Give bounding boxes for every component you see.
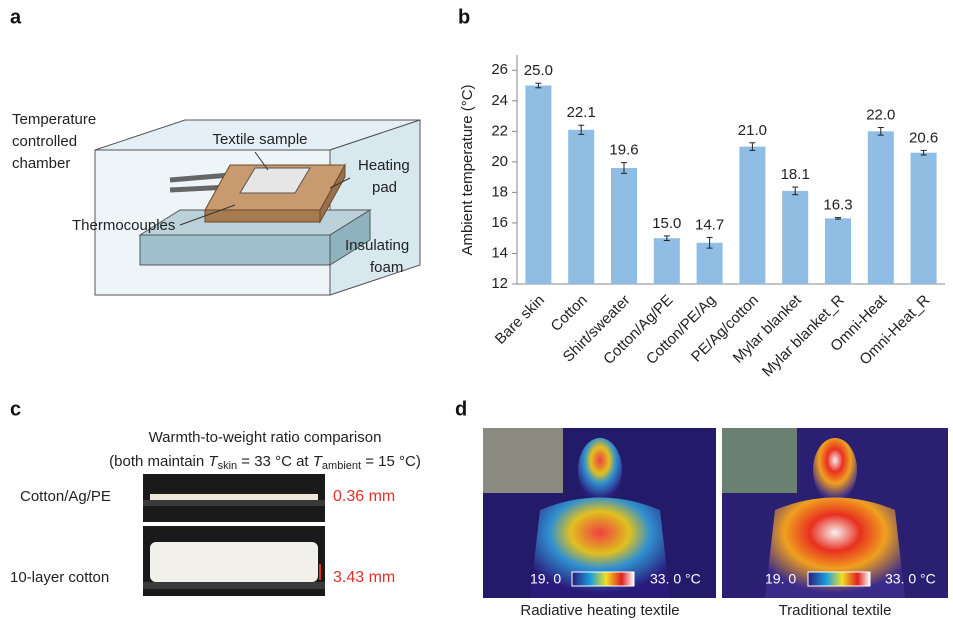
y-tick-label: 18 [491, 183, 508, 200]
bar [611, 168, 637, 284]
color-scale [572, 572, 634, 586]
inset-photo [722, 428, 797, 493]
value-label: 15.0 [652, 215, 681, 232]
sample-label: 10-layer cotton [10, 569, 109, 586]
scale-label: 19. 0 [765, 571, 796, 587]
image-caption: Traditional textile [779, 602, 892, 619]
panel-label: d [455, 398, 467, 420]
y-tick-label: 14 [491, 244, 508, 261]
photo-detail [578, 438, 622, 502]
comparison-subtitle: (both maintain Tskin = 33 °C at Tambient… [109, 453, 421, 472]
photo-detail [813, 438, 857, 502]
text: = 15 °C) [361, 453, 421, 470]
thickness-label: 0.36 mm [333, 488, 395, 505]
diagram-label: Textile sample [212, 131, 307, 148]
scale-label: 19. 0 [530, 571, 561, 587]
value-label: 22.0 [866, 106, 895, 123]
value-label: 16.3 [823, 197, 852, 214]
photo-detail [150, 494, 318, 500]
value-label: 18.1 [781, 166, 810, 183]
value-label: 19.6 [609, 142, 638, 159]
photo-detail [143, 582, 325, 589]
panel-label: a [10, 6, 22, 28]
photo-detail [143, 500, 325, 506]
y-tick-label: 26 [491, 61, 508, 78]
color-scale [808, 572, 870, 586]
value-label: 21.0 [738, 122, 767, 139]
diagram-label: pad [372, 179, 397, 196]
y-tick-label: 24 [491, 92, 508, 109]
comparison-title: Warmth-to-weight ratio comparison [149, 429, 382, 446]
bar [697, 243, 723, 284]
bar [568, 130, 594, 284]
diagram-label: controlled [12, 133, 77, 150]
value-label: 25.0 [524, 62, 553, 79]
y-axis-label: Ambient temperature (°C) [459, 84, 476, 255]
scale-label: 33. 0 °C [885, 571, 936, 587]
panel-label: c [10, 398, 21, 420]
y-tick-label: 20 [491, 153, 508, 170]
bar [911, 153, 937, 284]
diagram-label: chamber [12, 155, 70, 172]
bar [739, 147, 765, 284]
text: (both maintain [109, 453, 208, 470]
inset-photo [483, 428, 563, 493]
diagram-label: Heating [358, 157, 410, 174]
text: = 33 °C at [237, 453, 313, 470]
x-tick-label: Bare skin [492, 292, 548, 348]
bar [825, 218, 851, 284]
value-label: 14.7 [695, 216, 724, 233]
photo-detail [150, 542, 318, 582]
y-tick-label: 22 [491, 122, 508, 139]
figure: a b c d Temperature controlled chamber T… [0, 0, 953, 620]
diagram-label: Thermocouples [72, 217, 175, 234]
sample-label: Cotton/Ag/PE [20, 488, 111, 505]
thickness-label: 3.43 mm [333, 569, 395, 586]
bar [782, 191, 808, 284]
scale-label: 33. 0 °C [650, 571, 701, 587]
y-tick-label: 12 [491, 275, 508, 292]
text: ambient [322, 460, 361, 472]
image-caption: Radiative heating textile [520, 602, 679, 619]
value-label: 22.1 [567, 104, 596, 121]
panel-label: b [458, 6, 470, 28]
bar [654, 238, 680, 284]
bar [525, 86, 551, 284]
bar [868, 131, 894, 284]
diagram-label: Temperature [12, 111, 96, 128]
value-label: 20.6 [909, 129, 938, 146]
diagram-label: foam [370, 259, 403, 276]
y-tick-label: 16 [491, 214, 508, 231]
text: skin [218, 460, 238, 472]
diagram-label: Insulating [345, 237, 409, 254]
